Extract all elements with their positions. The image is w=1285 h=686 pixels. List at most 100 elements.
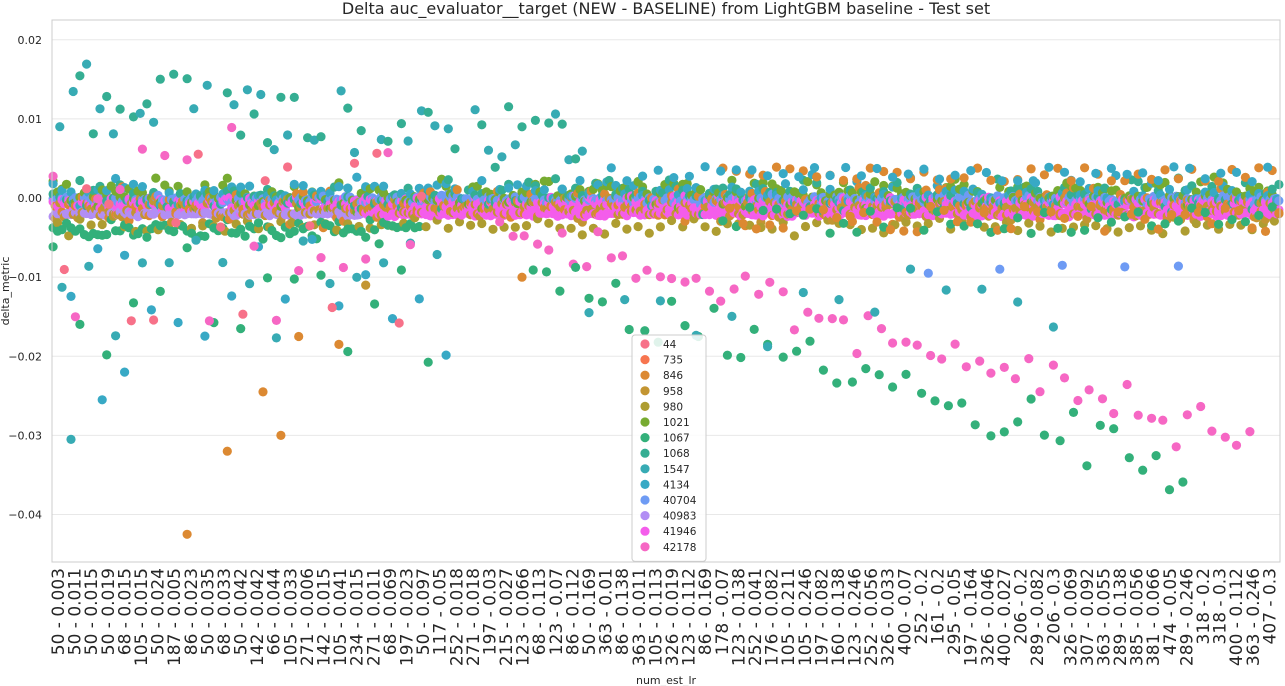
data-point-1067 [128,298,139,308]
data-point-42178 [1073,395,1083,406]
x-tick-label: 50 - 0.011 [66,568,86,655]
data-point-4134 [387,314,398,324]
data-point-1067 [1164,485,1175,495]
data-point-4134 [48,179,58,189]
legend-marker [640,479,650,489]
data-point-4134 [111,173,121,184]
data-point-42178 [1035,387,1045,397]
data-point-4134 [245,181,255,191]
data-point-1067 [1080,225,1090,235]
data-point-4134 [1231,167,1242,177]
data-point-44 [216,222,226,232]
data-point-1067 [778,352,788,362]
data-point-4134 [981,167,992,178]
data-point-1067 [1173,216,1183,226]
data-point-4134 [504,183,514,193]
data-point-4134 [731,165,741,175]
x-tick-label: 68 - 0.113 [530,568,550,655]
data-point-4134 [298,181,308,191]
data-point-1021 [222,173,232,183]
data-point-4134 [872,163,882,174]
data-point-4134 [1059,167,1070,177]
data-point-1067 [959,221,969,231]
data-point-1547 [443,124,453,134]
data-point-980 [1180,226,1190,236]
data-point-1067 [1187,203,1197,213]
data-point-1067 [200,231,210,241]
data-point-846 [939,205,949,215]
data-point-980 [644,228,654,238]
data-point-42178 [1158,415,1168,425]
legend-marker [640,401,650,411]
data-point-4134 [903,169,913,179]
legend-label: 1021 [663,417,690,429]
data-point-4134 [120,250,130,260]
data-point-4134 [1044,162,1054,172]
x-tick-label: 176 - 0.082 [763,568,783,666]
data-point-980 [443,223,453,233]
data-point-1067 [528,265,538,275]
data-point-42178 [740,271,750,281]
data-point-1067 [972,219,983,229]
data-point-1067 [1227,215,1237,225]
data-point-846 [959,173,969,183]
x-tick-label: 86 - 0.112 [563,568,583,655]
data-point-4134 [1075,177,1085,187]
data-point-1067 [142,232,152,242]
legend-label: 980 [663,401,683,413]
data-point-1547 [379,258,389,268]
data-point-1068 [249,109,259,119]
legend-label: 958 [663,386,683,398]
x-tick-label: 68 - 0.033 [215,568,235,655]
data-point-42178 [876,324,887,334]
data-point-1067 [182,243,192,253]
x-tick-label: 178 - 0.07 [713,568,733,655]
data-point-1067 [102,350,112,360]
data-point-1547 [483,145,494,155]
data-point-1067 [709,303,719,313]
data-point-1068 [423,107,433,117]
data-point-4134 [997,176,1007,186]
data-point-42178 [519,231,529,241]
data-point-4134 [653,165,663,175]
data-point-846 [986,175,996,185]
data-point-1547 [1013,297,1023,307]
data-point-1547 [497,152,507,162]
data-point-1068 [88,129,98,139]
data-point-44 [416,191,427,201]
data-point-4134 [280,294,290,304]
x-tick-label: 252 - 0.056 [862,568,882,666]
data-point-1547 [55,122,65,132]
data-point-4134 [200,331,210,341]
data-point-42178 [533,239,543,249]
data-point-4134 [1247,177,1257,187]
data-point-1067 [865,206,875,216]
legend-marker [640,370,650,380]
data-point-980 [566,223,576,233]
data-point-4134 [1013,176,1023,186]
legend: 44 735 846 958 980 1021 1067 1068 1547 4134 40704 4… [631,334,707,562]
data-point-1067 [1066,227,1076,237]
data-point-4134 [441,350,451,360]
data-point-846 [865,163,875,173]
data-point-980 [923,218,933,229]
data-point-44 [372,148,382,158]
x-tick-label: 86 - 0.138 [613,568,633,655]
data-point-1547 [798,287,808,298]
data-point-846 [452,185,462,195]
data-point-4134 [1138,168,1148,178]
x-tick-label: 105 - 0.015 [132,568,152,666]
data-point-846 [771,162,782,172]
y-axis-label: delta_metric [0,257,12,326]
data-point-44 [349,158,360,168]
data-point-4134 [669,173,679,183]
data-point-42178 [1231,440,1242,450]
data-point-42178 [975,356,985,366]
data-point-1067 [667,296,677,306]
data-point-1067 [680,321,690,331]
data-point-1547 [564,155,574,165]
data-point-1547 [66,434,76,444]
data-point-4134 [352,172,362,182]
data-point-1067 [258,234,268,244]
data-point-846 [1033,207,1043,217]
